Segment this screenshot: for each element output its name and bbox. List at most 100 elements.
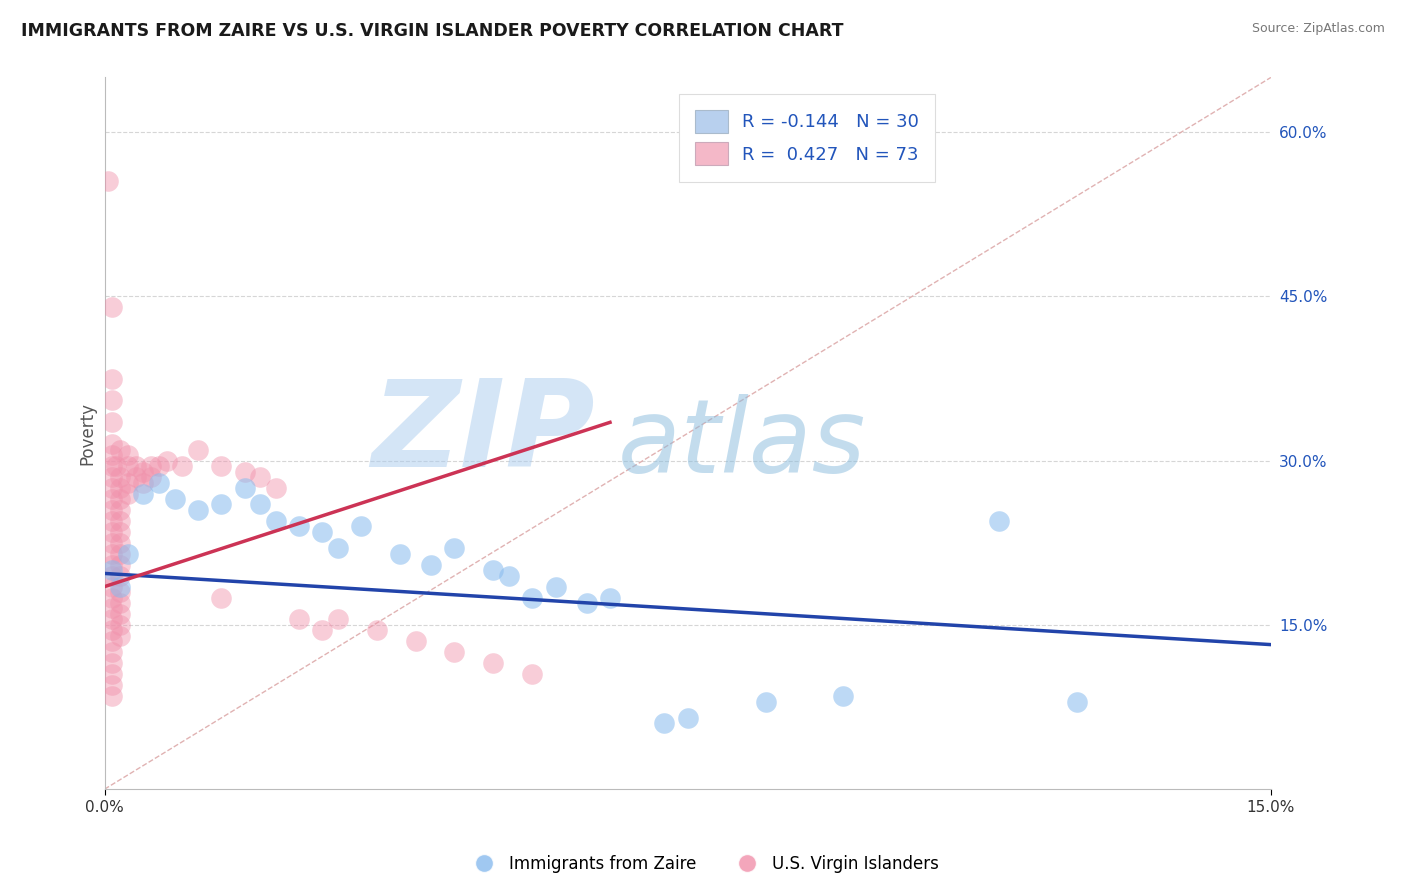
Point (108, 558, 131, 572)
Point (172, 459, 194, 474)
Point (105, 459, 128, 474)
Point (443, 541, 465, 556)
Point (1066, 694, 1088, 708)
Point (101, 470, 124, 484)
Point (117, 448, 139, 462)
Point (101, 301, 124, 315)
Point (101, 689, 124, 703)
Point (101, 371, 124, 385)
Point (249, 470, 271, 484)
Point (101, 657, 124, 671)
Point (187, 503, 209, 517)
Point (233, 481, 256, 495)
Text: atlas: atlas (617, 394, 866, 494)
Point (97, 174, 120, 188)
Point (117, 486, 139, 500)
Point (599, 591, 621, 605)
Point (443, 645, 465, 659)
Point (101, 459, 124, 474)
Point (754, 694, 776, 708)
Point (101, 601, 124, 615)
Point (544, 580, 567, 594)
Point (108, 629, 131, 643)
Point (101, 624, 124, 638)
Point (108, 607, 131, 621)
Point (101, 481, 124, 495)
Point (101, 645, 124, 659)
Point (187, 442, 209, 457)
Point (482, 563, 505, 577)
Point (326, 541, 349, 556)
Point (350, 519, 373, 533)
Point (108, 481, 131, 495)
Point (101, 547, 124, 561)
Point (101, 524, 124, 539)
Point (108, 503, 131, 517)
Point (108, 547, 131, 561)
Point (101, 393, 124, 408)
Point (288, 612, 311, 626)
Y-axis label: Poverty: Poverty (79, 401, 96, 465)
Point (498, 568, 520, 582)
Point (148, 459, 170, 474)
Point (108, 618, 131, 632)
Point (264, 514, 287, 528)
Point (108, 524, 131, 539)
Text: ZIP: ZIP (371, 375, 595, 491)
Point (101, 437, 124, 451)
Point (264, 481, 287, 495)
Point (132, 486, 155, 500)
Point (101, 678, 124, 692)
Point (108, 470, 131, 484)
Legend: R = -0.144   N = 30, R =  0.427   N = 73: R = -0.144 N = 30, R = 0.427 N = 73 (679, 94, 935, 181)
Point (522, 591, 544, 605)
Point (108, 596, 131, 610)
Point (101, 612, 124, 626)
Legend: Immigrants from Zaire, U.S. Virgin Islanders: Immigrants from Zaire, U.S. Virgin Islan… (461, 848, 945, 880)
Point (117, 475, 139, 490)
Point (108, 585, 131, 599)
Point (101, 580, 124, 594)
Point (101, 667, 124, 681)
Point (311, 624, 333, 638)
Point (125, 459, 148, 474)
Point (108, 491, 131, 506)
Point (125, 470, 148, 484)
Point (987, 514, 1010, 528)
Point (101, 536, 124, 550)
Point (101, 514, 124, 528)
Point (132, 465, 155, 479)
Point (148, 475, 170, 490)
Point (326, 612, 349, 626)
Point (654, 716, 676, 731)
Point (389, 547, 412, 561)
Point (101, 558, 124, 572)
Point (676, 711, 699, 725)
Point (366, 624, 388, 638)
Point (132, 475, 155, 490)
Point (482, 657, 505, 671)
Point (108, 568, 131, 582)
Point (108, 442, 131, 457)
Point (101, 448, 124, 462)
Point (101, 415, 124, 429)
Point (288, 519, 311, 533)
Point (117, 547, 139, 561)
Point (233, 465, 256, 479)
Point (163, 491, 186, 506)
Point (209, 498, 232, 512)
Point (420, 558, 443, 572)
Text: IMMIGRANTS FROM ZAIRE VS U.S. VIRGIN ISLANDER POVERTY CORRELATION CHART: IMMIGRANTS FROM ZAIRE VS U.S. VIRGIN ISL… (21, 22, 844, 40)
Point (156, 453, 179, 467)
Point (141, 470, 163, 484)
Point (101, 591, 124, 605)
Point (101, 491, 124, 506)
Point (117, 459, 139, 474)
Point (209, 591, 232, 605)
Point (101, 634, 124, 648)
Point (522, 667, 544, 681)
Point (249, 498, 271, 512)
Point (311, 524, 333, 539)
Point (832, 689, 855, 703)
Point (101, 503, 124, 517)
